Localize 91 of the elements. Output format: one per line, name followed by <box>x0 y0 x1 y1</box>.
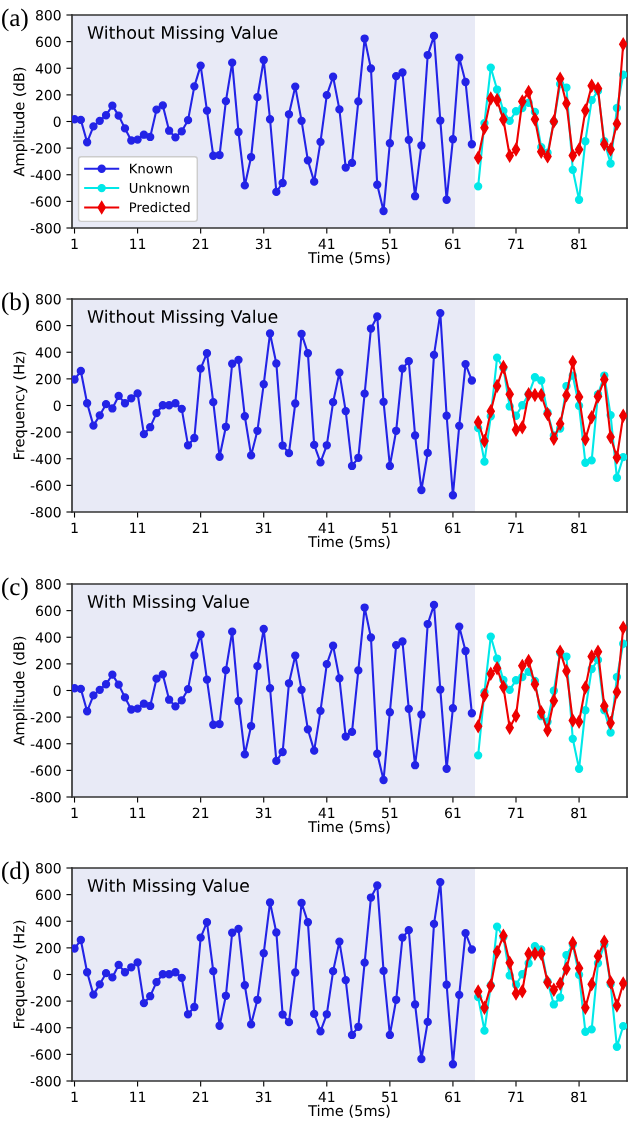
y-tick-label: -800 <box>30 1075 61 1087</box>
y-tick-label: 400 <box>35 916 61 927</box>
x-tick-label: 11 <box>130 522 146 533</box>
x-tick-label: 31 <box>255 807 272 819</box>
x-axis-title: Time (5ms) <box>308 820 390 834</box>
legend-label: Unknown <box>129 182 189 193</box>
annotation: With Missing Value <box>87 594 249 612</box>
y-tick-label: -400 <box>30 453 61 465</box>
y-axis-title: Frequency (Hz) <box>13 920 28 1029</box>
x-tick-label: 51 <box>382 807 398 819</box>
y-tick-label: 600 <box>36 605 61 617</box>
x-tick-label: 51 <box>382 1091 398 1103</box>
x-axis-title: Time (5ms) <box>308 251 390 265</box>
x-tick-label: 31 <box>255 522 272 534</box>
x-tick-label: 81 <box>571 238 587 250</box>
y-tick-label: 0 <box>53 116 61 127</box>
x-tick-label: 41 <box>318 807 335 818</box>
y-tick-label: -400 <box>30 169 61 181</box>
x-tick-label: 71 <box>508 238 524 249</box>
x-tick-label: 71 <box>508 522 524 533</box>
chart-title: (b) <box>2 292 30 316</box>
y-tick-label: 800 <box>36 293 61 305</box>
legend-label: Known <box>130 163 172 174</box>
y-axis-title: Frequency (Hz) <box>13 351 28 460</box>
x-tick-label: 21 <box>192 522 209 533</box>
x-tick-label: 1 <box>71 522 78 533</box>
x-tick-label: 71 <box>508 1091 524 1102</box>
y-tick-label: -600 <box>30 480 61 491</box>
y-tick-label: -400 <box>30 1022 61 1034</box>
x-tick-label: 81 <box>571 1091 587 1103</box>
y-axis-title: Amplitude (dB) <box>13 636 28 746</box>
x-tick-label: 81 <box>571 807 587 819</box>
x-tick-label: 41 <box>318 238 335 249</box>
y-tick-label: -200 <box>30 712 61 723</box>
chart-title: (d) <box>2 861 30 885</box>
x-tick-label: 31 <box>255 238 272 250</box>
y-tick-label: -800 <box>30 506 61 518</box>
x-tick-label: 1 <box>71 238 78 249</box>
y-tick-label: -600 <box>30 196 61 207</box>
y-tick-label: 800 <box>36 862 61 874</box>
x-tick-label: 11 <box>130 1091 146 1102</box>
y-tick-label: 200 <box>36 942 61 954</box>
y-tick-label: -800 <box>30 791 61 803</box>
y-tick-label: 800 <box>36 578 61 590</box>
x-tick-label: 31 <box>255 1091 272 1103</box>
y-tick-label: 0 <box>53 969 61 980</box>
x-tick-label: 1 <box>71 1091 78 1102</box>
x-tick-label: 61 <box>445 238 461 250</box>
y-tick-label: -200 <box>30 996 61 1007</box>
legend-label: Predicted <box>130 202 190 213</box>
x-tick-label: 41 <box>318 522 335 533</box>
annotation: Without Missing Value <box>87 309 278 327</box>
y-tick-label: 0 <box>53 685 61 696</box>
annotation: With Missing Value <box>87 878 249 896</box>
x-tick-label: 61 <box>445 1091 461 1103</box>
y-tick-label: -400 <box>30 738 61 750</box>
y-tick-label: 600 <box>36 889 61 901</box>
y-tick-label: -800 <box>30 222 61 234</box>
x-tick-label: 21 <box>192 1091 209 1102</box>
chart-title: (c) <box>2 577 28 601</box>
y-tick-label: 200 <box>36 658 61 670</box>
y-tick-label: 200 <box>36 89 61 101</box>
y-tick-label: 200 <box>36 373 61 385</box>
x-tick-label: 21 <box>192 807 209 818</box>
x-tick-label: 51 <box>382 238 398 250</box>
y-tick-label: 0 <box>53 400 61 411</box>
x-axis-title: Time (5ms) <box>308 1104 390 1118</box>
annotation: Without Missing Value <box>87 25 278 43</box>
x-tick-label: 41 <box>318 1091 335 1102</box>
x-tick-label: 71 <box>508 807 524 818</box>
y-tick-label: 600 <box>36 320 61 332</box>
y-tick-label: 400 <box>35 63 61 74</box>
y-tick-label: -200 <box>30 427 61 438</box>
x-tick-label: 51 <box>382 522 398 534</box>
y-tick-label: -200 <box>30 143 61 154</box>
y-tick-label: 400 <box>35 347 61 358</box>
y-tick-label: -600 <box>30 1049 61 1060</box>
x-tick-label: 11 <box>130 807 146 818</box>
x-tick-label: 61 <box>445 807 461 819</box>
x-tick-label: 1 <box>71 807 78 818</box>
x-tick-label: 21 <box>192 238 209 249</box>
y-axis-title: Amplitude (dB) <box>13 67 28 177</box>
x-tick-label: 81 <box>571 522 587 534</box>
x-axis-title: Time (5ms) <box>308 535 390 549</box>
x-tick-label: 11 <box>130 238 146 249</box>
y-tick-label: -600 <box>30 765 61 776</box>
y-tick-label: 600 <box>36 36 61 48</box>
y-tick-label: 800 <box>36 9 61 21</box>
chart-title: (a) <box>2 8 28 32</box>
x-tick-label: 61 <box>445 522 461 534</box>
y-tick-label: 400 <box>35 632 61 643</box>
